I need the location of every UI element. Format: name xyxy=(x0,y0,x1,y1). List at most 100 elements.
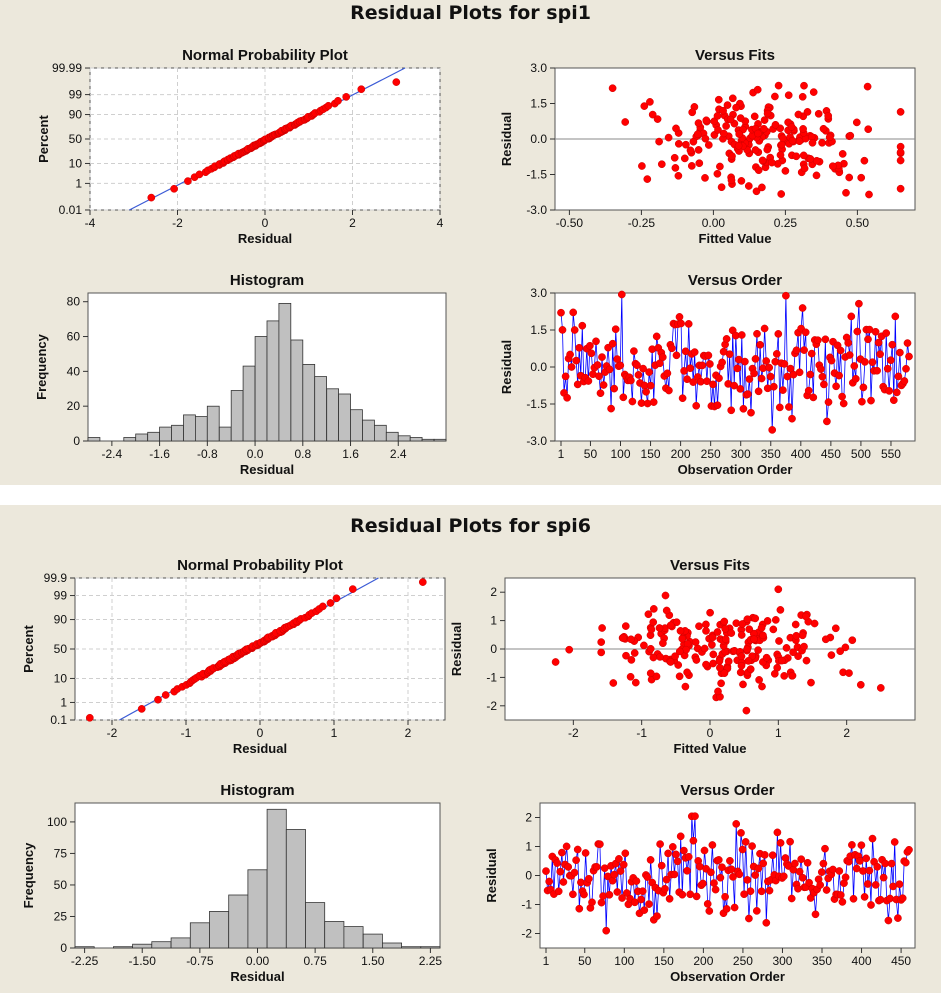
data-point xyxy=(672,351,681,360)
y-tick-label: 2 xyxy=(525,811,532,825)
y-tick-label: 99 xyxy=(69,88,83,102)
data-point xyxy=(882,329,891,337)
data-point xyxy=(675,647,684,656)
data-point xyxy=(619,860,628,869)
data-point xyxy=(170,184,178,193)
data-point xyxy=(652,332,661,341)
data-point xyxy=(342,93,351,101)
data-point xyxy=(334,96,342,105)
histogram-bar xyxy=(385,431,399,442)
histogram-bar xyxy=(278,302,292,442)
y-tick-label: 50 xyxy=(54,878,68,892)
data-point xyxy=(838,150,847,158)
data-point xyxy=(702,620,710,629)
data-point xyxy=(883,364,892,373)
data-point xyxy=(713,401,722,410)
data-point xyxy=(661,591,670,600)
x-tick-label: 0 xyxy=(257,726,264,740)
data-point xyxy=(703,377,711,386)
data-point xyxy=(713,112,722,120)
data-point xyxy=(596,840,604,849)
data-point xyxy=(627,656,636,664)
data-point xyxy=(794,884,802,893)
histogram-bar xyxy=(247,869,268,949)
data-point xyxy=(865,190,873,199)
plot-area xyxy=(539,802,916,949)
x-tick-label: -0.25 xyxy=(628,216,656,230)
y-tick-label: 2 xyxy=(490,585,497,599)
histogram-plot: Histogram Residual Frequency -2.25 -1.50 -0.7… xyxy=(21,782,442,984)
data-point xyxy=(765,363,774,372)
data-point xyxy=(798,92,807,101)
y-tick-label: -1.5 xyxy=(526,168,547,182)
data-point xyxy=(645,368,653,376)
data-point xyxy=(801,328,810,337)
data-point xyxy=(800,642,808,651)
histogram-bar xyxy=(189,922,210,949)
data-point xyxy=(572,856,580,865)
x-tick-label: 1 xyxy=(331,726,338,740)
chart-title: Versus Order xyxy=(688,272,782,289)
data-point xyxy=(737,661,746,670)
data-point xyxy=(699,879,707,888)
data-point xyxy=(570,326,579,334)
x-tick-label: -1.50 xyxy=(129,954,157,968)
data-point xyxy=(886,356,895,365)
data-point xyxy=(777,190,786,198)
data-point xyxy=(780,360,789,368)
data-point xyxy=(666,621,675,630)
data-point xyxy=(704,351,713,360)
data-point xyxy=(561,372,570,381)
data-point xyxy=(573,845,582,854)
data-point xyxy=(810,619,819,628)
data-point xyxy=(827,356,836,365)
y-tick-label: 3.0 xyxy=(530,286,547,300)
data-point xyxy=(758,183,766,192)
data-point xyxy=(898,894,907,903)
data-point xyxy=(542,867,550,875)
data-point xyxy=(595,372,603,381)
data-point xyxy=(821,844,829,853)
y-tick-label: 25 xyxy=(54,909,68,923)
data-point xyxy=(787,123,796,131)
data-point xyxy=(759,859,768,868)
data-point xyxy=(706,360,714,368)
x-tick-label: 100 xyxy=(610,447,630,461)
y-axis-label: Percent xyxy=(21,624,36,672)
data-point xyxy=(845,351,854,359)
x-tick-label: 0.25 xyxy=(774,216,798,230)
data-point xyxy=(781,167,790,175)
data-point xyxy=(836,647,845,656)
data-point xyxy=(891,312,900,321)
y-axis-label: Residual xyxy=(449,622,464,676)
data-point xyxy=(665,894,674,903)
data-point xyxy=(856,680,865,689)
y-tick-label: 90 xyxy=(54,613,68,627)
data-point xyxy=(631,678,640,687)
data-point xyxy=(689,378,698,386)
data-point xyxy=(835,371,843,380)
data-point xyxy=(871,881,880,889)
data-point xyxy=(675,672,684,681)
data-point xyxy=(668,843,677,851)
data-point xyxy=(859,383,868,392)
data-point xyxy=(649,618,658,627)
data-point xyxy=(737,331,746,339)
data-point xyxy=(873,366,881,375)
data-point xyxy=(757,374,766,383)
data-point xyxy=(676,627,685,635)
data-point xyxy=(559,878,568,886)
x-tick-label: -2.25 xyxy=(71,954,99,968)
data-point xyxy=(661,884,669,893)
data-point xyxy=(871,327,880,336)
x-tick-label: 150 xyxy=(654,954,674,968)
chart-title: Normal Probability Plot xyxy=(177,557,343,574)
x-tick-label: 50 xyxy=(578,954,592,968)
data-point xyxy=(714,95,723,104)
data-point xyxy=(727,176,736,185)
y-tick-label: 3.0 xyxy=(530,61,547,75)
y-tick-label: 100 xyxy=(47,815,67,829)
data-point xyxy=(753,85,762,94)
